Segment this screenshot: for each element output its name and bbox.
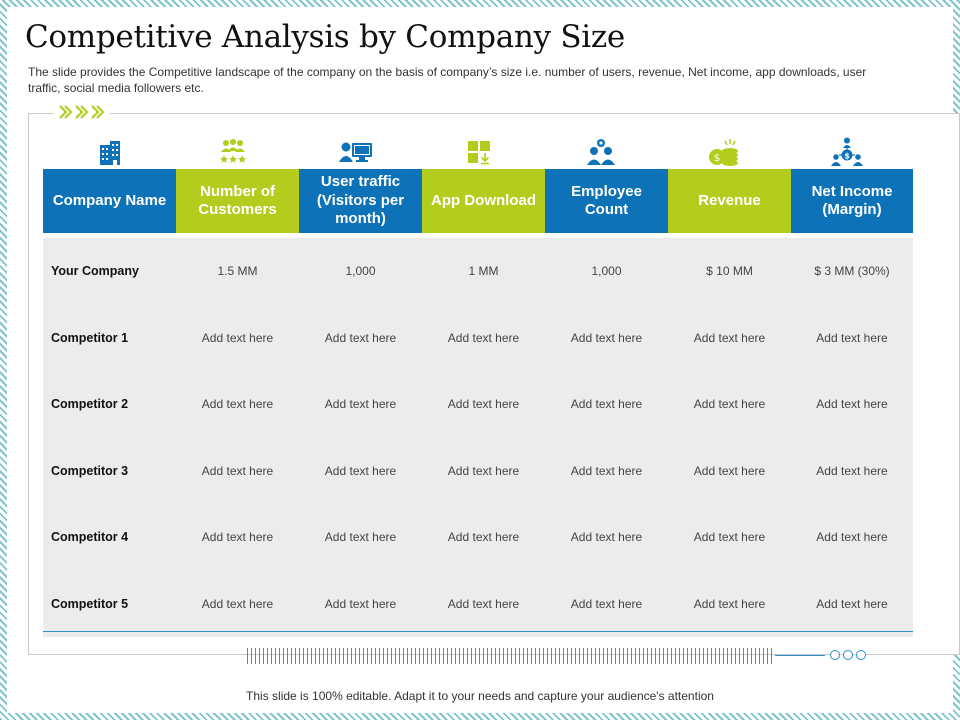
- table-row: Competitor 1 Add text here Add text here…: [43, 304, 913, 371]
- row-label: Competitor 3: [43, 437, 176, 504]
- table-cell: Add text here: [299, 504, 422, 571]
- table-cell: Add text here: [299, 304, 422, 371]
- table-cell: Add text here: [668, 371, 791, 438]
- table-cell: Add text here: [176, 570, 299, 637]
- row-label: Competitor 2: [43, 371, 176, 438]
- header-company-name: Company Name: [43, 169, 176, 233]
- table-cell: Add text here: [299, 570, 422, 637]
- comparison-table: Company Name Number of Customers User tr…: [43, 169, 913, 637]
- app-download-icon: [459, 134, 499, 170]
- footer-note: This slide is 100% editable. Adapt it to…: [246, 689, 714, 703]
- table-row: Competitor 2 Add text here Add text here…: [43, 371, 913, 438]
- table-cell: Add text here: [791, 504, 913, 571]
- table-cell: Add text here: [176, 304, 299, 371]
- svg-text:$: $: [714, 153, 720, 164]
- table-header-row: Company Name Number of Customers User tr…: [43, 169, 913, 233]
- column-icons: $ $: [43, 134, 913, 170]
- table-cell: Add text here: [668, 570, 791, 637]
- table-cell: Add text here: [791, 371, 913, 438]
- header-user-traffic: User traffic (Visitors per month): [299, 169, 422, 233]
- table-cell: 1.5 MM: [176, 238, 299, 305]
- table-cell: Add text here: [422, 371, 545, 438]
- slide-description: The slide provides the Competitive lands…: [28, 65, 867, 95]
- dot-icon: [843, 650, 853, 660]
- table-cell: $ 3 MM (30%): [791, 238, 913, 305]
- table-cell: Add text here: [545, 304, 668, 371]
- user-computer-icon: [336, 134, 376, 170]
- page-title: Competitive Analysis by Company Size: [25, 19, 625, 55]
- table-cell: Add text here: [545, 437, 668, 504]
- table-cell: 1,000: [299, 238, 422, 305]
- dot-icon: [856, 650, 866, 660]
- table-row: Competitor 4 Add text here Add text here…: [43, 504, 913, 571]
- header-number-of-customers: Number of Customers: [176, 169, 299, 233]
- table-cell: Add text here: [422, 304, 545, 371]
- slide: Competitive Analysis by Company Size The…: [7, 7, 960, 713]
- table-cell: Add text here: [791, 570, 913, 637]
- header-app-download: App Download: [422, 169, 545, 233]
- table-row: Competitor 3 Add text here Add text here…: [43, 437, 913, 504]
- table-cell: Add text here: [176, 437, 299, 504]
- svg-text:$: $: [844, 152, 850, 161]
- people-stars-icon: [213, 134, 253, 170]
- table-cell: Add text here: [545, 504, 668, 571]
- dot-icon: [830, 650, 840, 660]
- table-row: Competitor 5 Add text here Add text here…: [43, 570, 913, 637]
- table-cell: Add text here: [422, 437, 545, 504]
- table-cell: Add text here: [791, 304, 913, 371]
- row-label: Your Company: [43, 238, 176, 305]
- dots-decoration: [775, 650, 866, 660]
- table-cell: Add text here: [668, 304, 791, 371]
- table-cell: Add text here: [299, 437, 422, 504]
- ruler-decoration: [247, 648, 774, 664]
- table-cell: Add text here: [422, 570, 545, 637]
- table-cell: Add text here: [299, 371, 422, 438]
- table-bottom-line: [43, 631, 913, 632]
- net-income-people-icon: $: [827, 134, 867, 170]
- table-row: Your Company 1.5 MM 1,000 1 MM 1,000 $ 1…: [43, 238, 913, 305]
- table-cell: 1 MM: [422, 238, 545, 305]
- building-icon: [90, 134, 130, 170]
- chevron-decoration-icon: [54, 104, 110, 120]
- table-cell: Add text here: [545, 570, 668, 637]
- employee-group-icon: [581, 134, 621, 170]
- table-cell: Add text here: [176, 504, 299, 571]
- table-cell: Add text here: [545, 371, 668, 438]
- table-cell: 1,000: [545, 238, 668, 305]
- table-cell: Add text here: [422, 504, 545, 571]
- coins-revenue-icon: $: [704, 134, 744, 170]
- table-cell: $ 10 MM: [668, 238, 791, 305]
- table-cell: Add text here: [176, 371, 299, 438]
- row-label: Competitor 4: [43, 504, 176, 571]
- header-net-income: Net Income (Margin): [791, 169, 913, 233]
- table-cell: Add text here: [668, 437, 791, 504]
- header-revenue: Revenue: [668, 169, 791, 233]
- table-cell: Add text here: [668, 504, 791, 571]
- row-label: Competitor 5: [43, 570, 176, 637]
- header-employee-count: Employee Count: [545, 169, 668, 233]
- table-cell: Add text here: [791, 437, 913, 504]
- row-label: Competitor 1: [43, 304, 176, 371]
